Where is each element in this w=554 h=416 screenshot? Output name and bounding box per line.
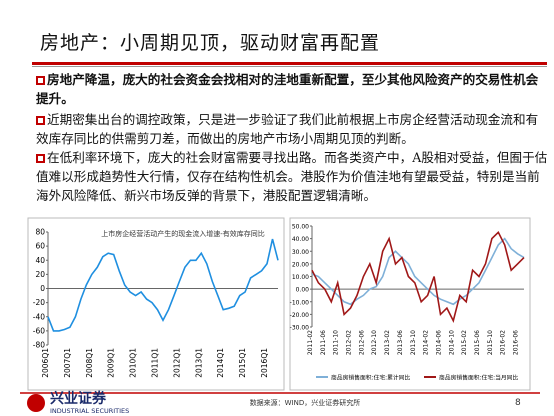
x-tick-label: 2011-06 xyxy=(320,330,327,355)
bullet-icon xyxy=(36,76,45,85)
x-tick-label: 2014-10 xyxy=(448,330,455,355)
y-tick-label: -20 xyxy=(33,298,45,307)
x-tick-label: 2012Q1 xyxy=(172,348,181,378)
series-line xyxy=(47,238,279,332)
x-tick-label: 2016-02 xyxy=(500,330,507,355)
x-tick-label: 2011Q1 xyxy=(151,348,160,378)
y-tick-label: -20.00 xyxy=(290,312,310,319)
logo-en: INDUSTRIAL SECURITIES xyxy=(50,407,129,415)
title-rule-thin xyxy=(32,66,547,67)
legend-label: 商品房销售面积:住宅:当月同比 xyxy=(439,374,518,382)
series-line xyxy=(311,230,525,323)
x-tick-label: 2015-06 xyxy=(474,330,481,355)
x-tick-label: 2011-02 xyxy=(307,330,314,355)
y-tick-label: 20.00 xyxy=(292,261,309,268)
x-tick-label: 2016-06 xyxy=(513,330,520,355)
x-tick-label: 2014Q1 xyxy=(216,348,225,378)
legend-label: 商品房销售面积:住宅:累计同比 xyxy=(331,374,410,382)
chart-frame xyxy=(289,217,531,391)
bullet: 近期密集出台的调控政策，只是进一步验证了我们此前根据上市房企经营活动现金流和有效… xyxy=(36,110,548,148)
y-tick-label: 50.00 xyxy=(292,224,309,231)
y-tick-label: 60 xyxy=(35,242,45,251)
y-tick-label: 40 xyxy=(35,256,45,265)
x-tick-label: 2013-06 xyxy=(397,330,404,355)
x-tick-label: 2013-10 xyxy=(410,330,417,355)
logo-text: 兴业证券 xyxy=(50,390,107,407)
y-tick-label: -60 xyxy=(33,326,45,335)
y-tick-label: 0 xyxy=(40,284,45,293)
y-tick-label: 80 xyxy=(35,228,45,237)
x-tick-label: 2015Q1 xyxy=(238,348,247,378)
bullet-text: 房地产降温，庞大的社会资金会找相对的洼地重新配置，至少其他风险资产的交易性机会提… xyxy=(36,72,539,106)
y-tick-label: -80 xyxy=(33,341,45,350)
y-tick-label: 40.00 xyxy=(292,236,309,243)
x-tick-label: 2009Q1 xyxy=(107,348,116,378)
y-tick-label: 30.00 xyxy=(292,249,309,256)
x-tick-label: 2015-10 xyxy=(487,330,494,355)
x-tick-label: 2011-10 xyxy=(333,330,340,355)
x-tick-label: 2013Q1 xyxy=(194,348,203,378)
x-tick-label: 2015-02 xyxy=(461,330,468,355)
x-tick-label: 2016Q1 xyxy=(260,348,269,378)
y-tick-label: 20 xyxy=(35,270,45,279)
bullet: 在低利率环境下，庞大的社会财富需要寻找出路。而各类资产中，A股相对受益，但囿于估… xyxy=(36,148,548,205)
source-note: 数据来源：WIND，兴业证券研究所 xyxy=(250,398,361,407)
series-line xyxy=(311,237,525,306)
x-tick-label: 2012-02 xyxy=(346,330,353,355)
chart-title: 上市房企经营活动产生的现金流入增速-有效库存同比 xyxy=(101,229,265,238)
y-tick-label: -10.00 xyxy=(290,299,310,306)
bullet-icon xyxy=(36,116,45,125)
chart-frame xyxy=(27,217,285,391)
y-tick-label: -40 xyxy=(33,312,45,321)
y-tick-label: 0.00 xyxy=(296,287,310,294)
y-tick-label: 10.00 xyxy=(292,274,309,281)
x-tick-label: 2012-06 xyxy=(358,330,365,355)
x-tick-label: 2014-06 xyxy=(435,330,442,355)
x-tick-label: 2013-02 xyxy=(384,330,391,355)
page-number: 8 xyxy=(515,398,521,408)
x-tick-label: 2010Q1 xyxy=(129,348,138,378)
x-tick-label: 2008Q1 xyxy=(85,348,94,378)
x-tick-label: 2007Q1 xyxy=(63,348,72,378)
x-tick-label: 2014-02 xyxy=(423,330,430,355)
x-tick-label: 2006Q1 xyxy=(41,348,50,378)
bullet-text: 在低利率环境下，庞大的社会财富需要寻找出路。而各类资产中，A股相对受益，但囿于估… xyxy=(36,150,548,203)
bullet: 房地产降温，庞大的社会资金会找相对的洼地重新配置，至少其他风险资产的交易性机会提… xyxy=(36,70,548,108)
title-rule xyxy=(32,62,547,65)
logo-icon xyxy=(27,394,45,412)
bullet-text: 近期密集出台的调控政策，只是进一步验证了我们此前根据上市房企经营活动现金流和有效… xyxy=(36,112,539,146)
slide-title: 房地产：小周期见顶，驱动财富再配置 xyxy=(40,32,381,54)
x-tick-label: 2012-10 xyxy=(371,330,378,355)
bullet-icon xyxy=(36,154,45,163)
y-tick-label: -30.00 xyxy=(290,325,310,332)
